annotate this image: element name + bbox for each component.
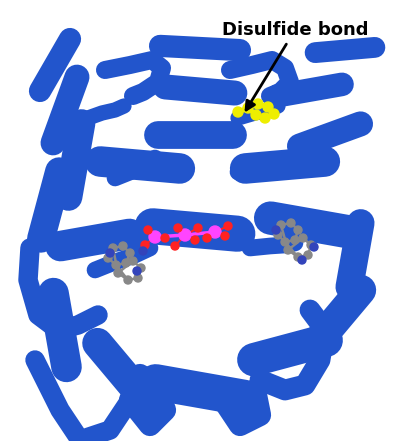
- Circle shape: [294, 253, 302, 261]
- Circle shape: [277, 221, 285, 229]
- Circle shape: [272, 226, 280, 234]
- Circle shape: [194, 224, 202, 232]
- Circle shape: [179, 229, 191, 241]
- Circle shape: [114, 269, 122, 277]
- Circle shape: [298, 256, 306, 264]
- Circle shape: [144, 226, 152, 234]
- Circle shape: [310, 243, 318, 251]
- Circle shape: [137, 264, 145, 272]
- Circle shape: [129, 257, 137, 265]
- Circle shape: [274, 231, 282, 239]
- Circle shape: [134, 274, 142, 282]
- Circle shape: [171, 242, 179, 250]
- Circle shape: [281, 238, 289, 246]
- Circle shape: [149, 231, 161, 243]
- Circle shape: [263, 102, 273, 112]
- Text: Disulfide bond: Disulfide bond: [222, 21, 368, 110]
- Circle shape: [299, 234, 307, 242]
- Circle shape: [304, 251, 312, 259]
- Circle shape: [124, 276, 132, 284]
- Circle shape: [287, 219, 295, 227]
- Circle shape: [269, 109, 279, 119]
- Circle shape: [294, 226, 302, 234]
- Circle shape: [109, 244, 117, 252]
- Circle shape: [191, 236, 199, 244]
- Circle shape: [203, 234, 211, 242]
- Circle shape: [253, 99, 263, 109]
- Circle shape: [224, 222, 232, 230]
- Circle shape: [126, 249, 134, 257]
- Circle shape: [209, 226, 221, 238]
- Circle shape: [233, 107, 243, 117]
- Circle shape: [284, 246, 292, 254]
- Circle shape: [174, 224, 182, 232]
- Circle shape: [243, 103, 253, 113]
- Circle shape: [251, 110, 261, 120]
- Circle shape: [104, 254, 112, 262]
- Circle shape: [221, 232, 229, 240]
- Circle shape: [133, 267, 141, 275]
- Circle shape: [141, 241, 149, 249]
- Circle shape: [122, 259, 130, 267]
- Circle shape: [260, 113, 270, 123]
- Circle shape: [307, 241, 315, 249]
- Circle shape: [161, 234, 169, 242]
- Circle shape: [106, 249, 114, 257]
- Circle shape: [291, 236, 299, 244]
- Circle shape: [112, 261, 120, 269]
- Circle shape: [119, 242, 127, 250]
- Circle shape: [139, 247, 147, 255]
